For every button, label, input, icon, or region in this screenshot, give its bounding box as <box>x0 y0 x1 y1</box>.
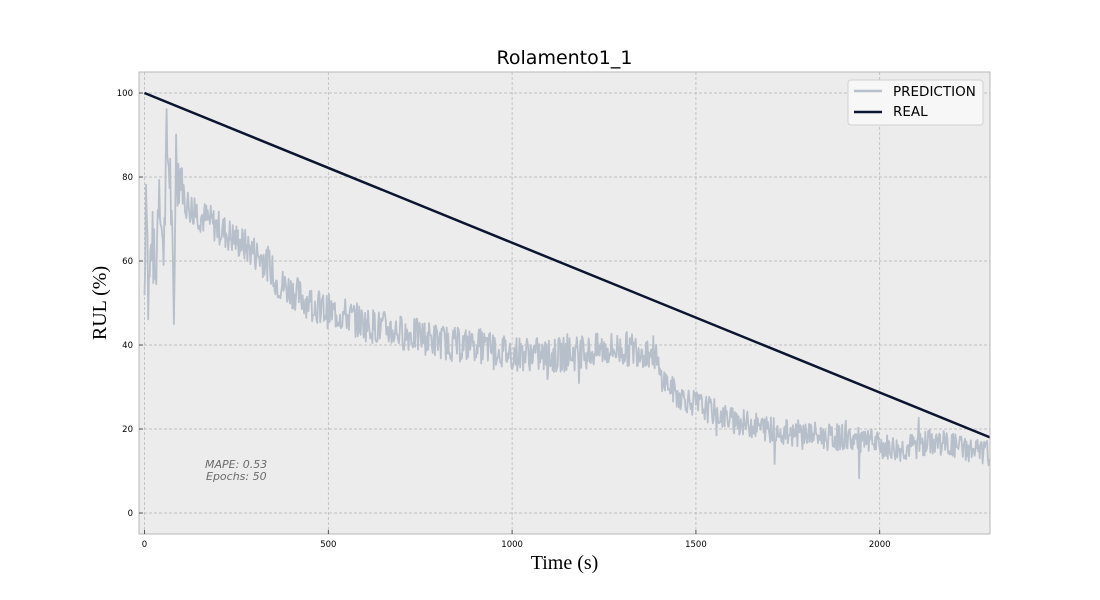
legend-label-real: REAL <box>893 104 928 120</box>
x-tick-label: 0 <box>142 540 147 550</box>
y-axis-label: RUL (%) <box>89 266 111 340</box>
y-tick-label: 100 <box>117 89 133 99</box>
ticks: 0 500 1000 1500 2000 0 20 40 60 80 100 <box>117 89 891 550</box>
y-tick-label: 40 <box>122 341 133 351</box>
y-tick-label: 20 <box>122 425 133 435</box>
x-axis-label: Time (s) <box>531 552 599 574</box>
legend-label-prediction: PREDICTION <box>893 84 976 100</box>
x-tick-label: 1000 <box>501 540 523 550</box>
series-layer <box>143 91 991 480</box>
x-tick-label: 500 <box>320 540 336 550</box>
epochs-annotation: Epochs: 50 <box>206 470 267 483</box>
y-tick-label: 0 <box>128 509 133 519</box>
plot-frame <box>138 71 991 535</box>
x-tick-label: 2000 <box>869 540 891 550</box>
annotations: MAPE: 0.53 Epochs: 50 <box>205 458 267 483</box>
series-line-real <box>144 91 991 439</box>
mape-annotation: MAPE: 0.53 <box>205 458 267 471</box>
y-tick-label: 80 <box>122 173 133 183</box>
legend: PREDICTION REAL <box>847 79 984 126</box>
y-tick-label: 60 <box>122 257 133 267</box>
chart-title: Rolamento1_1 <box>497 47 633 69</box>
series-line-prediction <box>143 108 991 480</box>
x-tick-label: 1500 <box>685 540 707 550</box>
